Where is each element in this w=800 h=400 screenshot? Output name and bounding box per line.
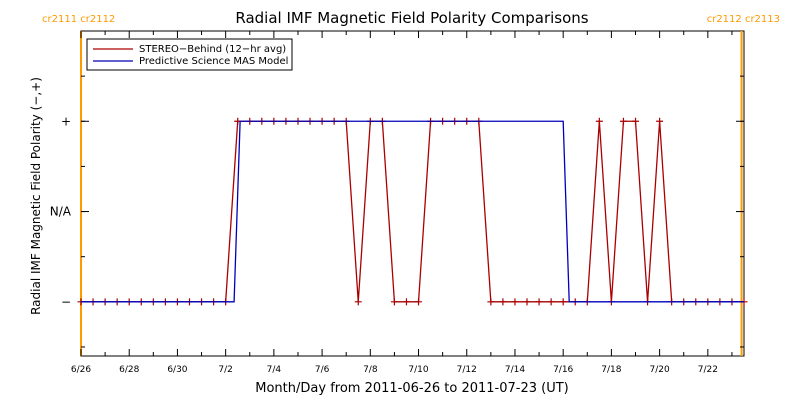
series-point	[354, 298, 362, 306]
y-tick-label: +	[61, 114, 71, 128]
series-point	[415, 298, 423, 306]
y-tick-label: −	[61, 295, 71, 309]
x-tick-label: 6/30	[167, 365, 187, 375]
series-point	[547, 298, 555, 306]
x-axis-label: Month/Day from 2011-06-26 to 2011-07-23 …	[255, 381, 568, 396]
series-point	[595, 117, 603, 125]
carrington-label-left: cr2111 cr2112	[42, 14, 115, 25]
series-line-1	[81, 120, 744, 303]
series-point	[499, 298, 507, 306]
x-tick-label: 7/14	[505, 365, 525, 375]
x-tick-label: 7/8	[363, 365, 378, 375]
y-axis-label: Radial IMF Magnetic Field Polarity (−,+)	[29, 77, 43, 315]
x-tick-label: 7/10	[408, 365, 428, 375]
x-tick-label: 7/20	[650, 365, 670, 375]
x-tick-label: 7/6	[315, 365, 330, 375]
series-point	[511, 298, 519, 306]
y-tick-label: N/A	[50, 205, 72, 219]
x-tick-label: 6/28	[119, 365, 139, 375]
series-point	[559, 298, 567, 306]
chart-title: Radial IMF Magnetic Field Polarity Compa…	[235, 9, 588, 27]
series-point	[390, 298, 398, 306]
legend: STEREO−Behind (12−hr avg) Predictive Sci…	[86, 38, 293, 71]
series-point	[402, 298, 410, 306]
series-point	[619, 117, 627, 125]
series-point	[632, 117, 640, 125]
series-point	[656, 117, 664, 125]
plot-frame	[80, 30, 745, 357]
legend-label-stereo: STEREO−Behind (12−hr avg)	[139, 44, 286, 55]
x-tick-label: 7/12	[457, 365, 477, 375]
carrington-label-right: cr2112 cr2113	[707, 14, 780, 25]
x-tick-label: 7/16	[553, 365, 573, 375]
x-tick-label: 7/4	[267, 365, 282, 375]
legend-label-model: Predictive Science MAS Model	[139, 56, 288, 67]
series-point	[487, 298, 495, 306]
series-point	[523, 298, 531, 306]
x-tick-label: 7/2	[218, 365, 232, 375]
series-point	[535, 298, 543, 306]
x-tick-label: 7/22	[698, 365, 718, 375]
x-tick-label: 7/18	[601, 365, 621, 375]
series-line-0	[81, 120, 744, 303]
x-tick-label: 6/26	[71, 365, 91, 375]
legend-box	[86, 38, 293, 71]
